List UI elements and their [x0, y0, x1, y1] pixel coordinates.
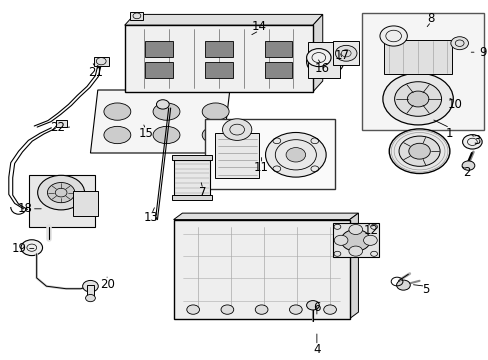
Text: 14: 14: [251, 21, 266, 33]
Bar: [94, 57, 108, 66]
Bar: [264, 62, 292, 78]
Circle shape: [85, 294, 95, 302]
Bar: [73, 191, 98, 216]
Text: 8: 8: [427, 12, 434, 24]
Bar: [383, 40, 451, 74]
Circle shape: [222, 119, 251, 140]
Circle shape: [21, 240, 42, 256]
Circle shape: [379, 26, 407, 46]
Circle shape: [408, 143, 429, 159]
Bar: [205, 119, 334, 189]
Circle shape: [47, 183, 75, 203]
Circle shape: [388, 129, 449, 174]
Text: 6: 6: [312, 301, 320, 314]
Bar: [87, 285, 94, 297]
Bar: [173, 220, 349, 319]
Text: 9: 9: [478, 46, 486, 59]
Circle shape: [306, 49, 330, 67]
Circle shape: [335, 45, 356, 61]
Text: 2: 2: [462, 166, 470, 179]
Circle shape: [461, 161, 474, 170]
Circle shape: [255, 305, 267, 314]
Bar: [172, 195, 211, 200]
Bar: [215, 133, 259, 178]
Circle shape: [450, 37, 468, 50]
Text: 5: 5: [421, 283, 428, 296]
Text: 16: 16: [314, 62, 328, 75]
Circle shape: [394, 82, 441, 116]
Circle shape: [306, 301, 319, 310]
Text: 11: 11: [254, 161, 268, 174]
Circle shape: [407, 91, 428, 107]
Ellipse shape: [104, 126, 130, 144]
Bar: [145, 41, 172, 57]
Bar: [264, 41, 292, 57]
Circle shape: [38, 175, 84, 210]
Ellipse shape: [153, 103, 180, 120]
Circle shape: [186, 305, 199, 314]
Circle shape: [462, 135, 481, 149]
Polygon shape: [124, 14, 322, 25]
Polygon shape: [173, 213, 358, 220]
Polygon shape: [312, 14, 322, 92]
Circle shape: [382, 73, 452, 125]
Bar: [332, 223, 378, 257]
Circle shape: [314, 54, 335, 70]
Text: 22: 22: [50, 121, 65, 134]
Polygon shape: [90, 90, 229, 153]
Circle shape: [396, 280, 409, 290]
Bar: [129, 12, 143, 20]
Polygon shape: [349, 213, 358, 319]
Text: 10: 10: [447, 98, 461, 111]
Text: 13: 13: [144, 211, 159, 224]
Bar: [172, 155, 211, 160]
Text: 17: 17: [334, 49, 349, 62]
Text: 4: 4: [312, 343, 320, 356]
Text: 15: 15: [138, 127, 153, 140]
Circle shape: [341, 230, 370, 251]
Text: 20: 20: [100, 278, 115, 291]
Text: 18: 18: [18, 202, 33, 215]
Ellipse shape: [153, 126, 180, 144]
Bar: [361, 13, 483, 130]
Bar: [307, 42, 339, 78]
Ellipse shape: [202, 103, 228, 120]
Bar: [29, 175, 95, 227]
Circle shape: [334, 235, 347, 246]
Circle shape: [306, 48, 343, 76]
Bar: [332, 41, 359, 65]
Bar: [56, 120, 67, 127]
Text: 21: 21: [88, 66, 102, 78]
Text: 12: 12: [364, 224, 378, 237]
Bar: [173, 160, 210, 196]
Circle shape: [82, 280, 98, 292]
Bar: [205, 62, 232, 78]
Circle shape: [156, 100, 169, 109]
Text: 1: 1: [445, 127, 453, 140]
Bar: [205, 41, 232, 57]
Circle shape: [289, 305, 302, 314]
Ellipse shape: [104, 103, 130, 120]
Circle shape: [265, 132, 325, 177]
Text: 19: 19: [12, 242, 27, 255]
Circle shape: [398, 136, 439, 166]
Circle shape: [348, 246, 362, 256]
Text: 3: 3: [472, 134, 480, 147]
Bar: [124, 25, 312, 92]
Ellipse shape: [202, 126, 228, 144]
Bar: [145, 62, 172, 78]
Circle shape: [348, 225, 362, 235]
Circle shape: [285, 148, 305, 162]
Text: 7: 7: [199, 186, 206, 199]
Circle shape: [323, 305, 336, 314]
Circle shape: [221, 305, 233, 314]
Circle shape: [363, 235, 377, 246]
